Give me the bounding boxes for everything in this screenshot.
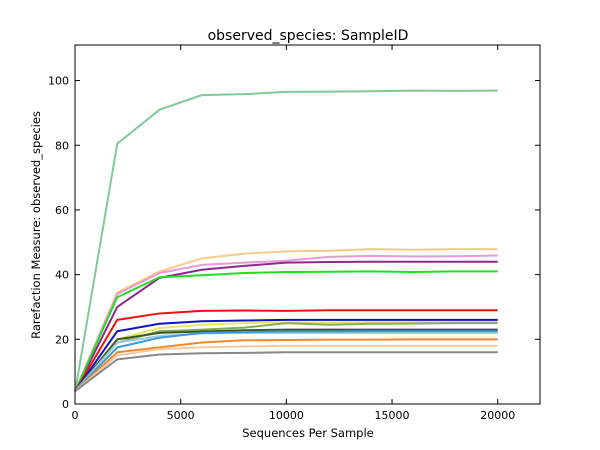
- series-line-10: [74, 328, 498, 392]
- series-line-1: [74, 89, 498, 392]
- x-axis-label: Sequences Per Sample: [242, 426, 373, 440]
- x-tick-label: 20000: [480, 409, 515, 422]
- plot-frame: [74, 44, 541, 405]
- y-tick-label: 0: [62, 398, 69, 411]
- series-line-4: [74, 260, 498, 392]
- series-line-7: [74, 318, 498, 392]
- series-line-5: [74, 270, 498, 392]
- series-line-12: [74, 330, 498, 392]
- y-tick-label: 40: [55, 269, 69, 282]
- y-axis-label: Rarefaction Measure: observed_species: [29, 111, 43, 339]
- series-line-3: [74, 254, 498, 392]
- x-tick-label: 5000: [167, 409, 195, 422]
- series-line-2: [74, 248, 498, 392]
- x-tick-label: 10000: [269, 409, 304, 422]
- series-line-11: [74, 331, 498, 392]
- y-tick-label: 20: [55, 333, 69, 346]
- series-layer: [74, 89, 498, 392]
- x-tick-label: 0: [72, 409, 79, 422]
- y-tick-label: 100: [48, 75, 69, 88]
- tick-layer: 0 5000 10000 15000 20000 0 20 40 60 80 100: [48, 45, 540, 422]
- series-line-6: [74, 309, 498, 392]
- series-line-15: [74, 351, 498, 392]
- chart-title: observed_species: SampleID: [208, 28, 409, 44]
- y-tick-label: 80: [55, 139, 69, 152]
- y-tick-label: 60: [55, 204, 69, 217]
- series-line-13: [74, 338, 498, 392]
- x-tick-label: 15000: [375, 409, 410, 422]
- series-line-14: [74, 344, 498, 392]
